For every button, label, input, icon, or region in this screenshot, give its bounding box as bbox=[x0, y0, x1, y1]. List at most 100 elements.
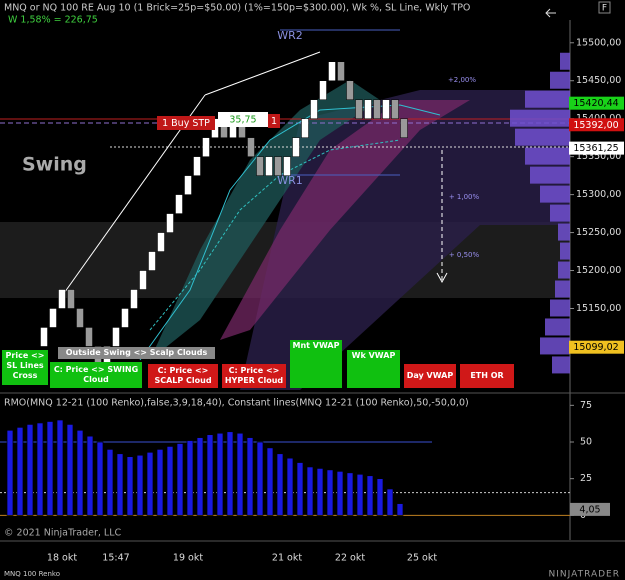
order-label: 35,75 bbox=[229, 115, 256, 126]
y-tick-label: 75 bbox=[580, 400, 592, 411]
renko-brick bbox=[337, 61, 345, 81]
scalp-cloud bbox=[220, 100, 470, 340]
profile-bar bbox=[560, 52, 570, 70]
profile-bar bbox=[558, 261, 570, 279]
profile-bar bbox=[550, 204, 570, 222]
renko-brick bbox=[175, 194, 183, 214]
annotation: + 1,00% bbox=[449, 193, 480, 201]
renko-brick bbox=[121, 308, 129, 328]
price-marker bbox=[569, 96, 624, 110]
rmo-bar bbox=[146, 451, 154, 516]
renko-brick bbox=[76, 308, 84, 328]
rmo-bar bbox=[136, 454, 144, 516]
rmo-bar bbox=[196, 437, 204, 516]
rmo-bar bbox=[266, 447, 274, 516]
profile-bar bbox=[545, 318, 570, 336]
sl-line-cyan bbox=[139, 104, 441, 361]
rmo-bar bbox=[96, 441, 104, 516]
x-tick-label: 18 okt bbox=[47, 553, 77, 564]
rmo-bar bbox=[166, 446, 174, 516]
renko-brick bbox=[364, 99, 372, 119]
x-tick-label: 21 okt bbox=[272, 553, 302, 564]
annotation: WR2 bbox=[277, 29, 303, 42]
renko-brick bbox=[274, 156, 282, 176]
price-marker-label: 15392,00 bbox=[573, 120, 618, 131]
profile-bar bbox=[510, 109, 570, 127]
price-marker bbox=[569, 141, 624, 155]
rmo-bar bbox=[116, 453, 124, 516]
profile-bar bbox=[540, 185, 570, 203]
renko-brick bbox=[85, 327, 93, 347]
profile-bar bbox=[550, 299, 570, 317]
rmo-bar bbox=[226, 431, 234, 516]
profile-bar bbox=[540, 337, 570, 355]
y-tick-label: 15250,00 bbox=[576, 227, 621, 238]
profile-bar bbox=[550, 71, 570, 89]
rmo-bar bbox=[326, 469, 334, 516]
renko-brick bbox=[355, 99, 363, 119]
y-tick-label: 25 bbox=[580, 473, 592, 484]
order-box bbox=[218, 112, 268, 127]
rmo-bar bbox=[216, 432, 224, 516]
profile-bar bbox=[515, 128, 570, 146]
overlay-button[interactable]: Wk VWAP bbox=[347, 350, 400, 388]
renko-brick bbox=[265, 156, 273, 176]
rmo-bar bbox=[6, 429, 14, 516]
rmo-bar bbox=[386, 488, 394, 516]
overlay-button[interactable]: Day VWAP bbox=[404, 364, 456, 388]
overlay-button[interactable]: Outside Swing <> Scalp Clouds bbox=[58, 347, 215, 359]
overlay-button[interactable]: C: Price <> HYPER Cloud bbox=[222, 364, 286, 388]
rmo-bar bbox=[286, 457, 294, 516]
overlay-button[interactable]: C: Price <> SWING Cloud bbox=[50, 362, 142, 388]
copyright: © 2021 NinjaTrader, LLC bbox=[4, 528, 121, 539]
y-tick-label: 15300,00 bbox=[576, 189, 621, 200]
instrument: MNQ 100 Renko bbox=[4, 570, 60, 578]
rmo-bar bbox=[336, 470, 344, 516]
annotation: WR1 bbox=[277, 174, 303, 187]
renko-brick bbox=[256, 156, 264, 176]
price-marker-label: 15099,02 bbox=[573, 342, 618, 353]
rmo-bar bbox=[156, 448, 164, 516]
rmo-bar bbox=[176, 443, 184, 516]
overlay-button[interactable]: Price <> SL Lines Cross bbox=[2, 350, 48, 385]
corner-button[interactable]: F bbox=[602, 4, 607, 14]
renko-brick bbox=[112, 327, 120, 347]
overlay-button[interactable]: C: Price <> SCALP Cloud bbox=[148, 364, 218, 388]
x-tick-label: 19 okt bbox=[173, 553, 203, 564]
renko-brick bbox=[310, 99, 318, 119]
renko-brick bbox=[301, 118, 309, 138]
swing-cloud bbox=[150, 80, 380, 360]
renko-brick bbox=[328, 61, 336, 81]
renko-brick bbox=[382, 99, 390, 119]
price-marker-label: 15361,25 bbox=[573, 143, 618, 154]
rmo-bar bbox=[76, 429, 84, 516]
renko-brick bbox=[391, 99, 399, 119]
renko-brick bbox=[139, 270, 147, 290]
renko-brick bbox=[373, 99, 381, 119]
rmo-bar bbox=[186, 440, 194, 516]
rmo-bar bbox=[236, 432, 244, 516]
rmo-bar bbox=[396, 503, 404, 516]
price-marker bbox=[569, 340, 624, 354]
renko-brick bbox=[58, 289, 66, 309]
rmo-bar bbox=[66, 424, 74, 516]
rmo-bar bbox=[56, 419, 64, 516]
rmo-bar bbox=[36, 422, 44, 516]
profile-bar bbox=[558, 223, 570, 241]
y-tick-label: 15500,00 bbox=[576, 37, 621, 48]
back-arrow[interactable] bbox=[545, 8, 556, 18]
order-box bbox=[268, 114, 280, 128]
rmo-bar bbox=[16, 426, 24, 516]
order-box bbox=[157, 116, 215, 130]
indicator-title: RMO(MNQ 12-21 (100 Renko),false,3,9,18,4… bbox=[4, 398, 469, 409]
rmo-bar bbox=[296, 462, 304, 516]
corner-button-box[interactable] bbox=[598, 1, 611, 14]
profile-bar bbox=[530, 166, 570, 184]
overlay-button[interactable]: Mnt VWAP bbox=[290, 340, 342, 388]
rmo-bar bbox=[26, 424, 34, 516]
rmo-bar bbox=[376, 478, 384, 516]
arrow-head bbox=[436, 272, 448, 284]
renko-brick bbox=[67, 289, 75, 309]
overlay-button[interactable]: ETH OR bbox=[460, 364, 514, 388]
sl-line-dotted bbox=[149, 139, 401, 331]
